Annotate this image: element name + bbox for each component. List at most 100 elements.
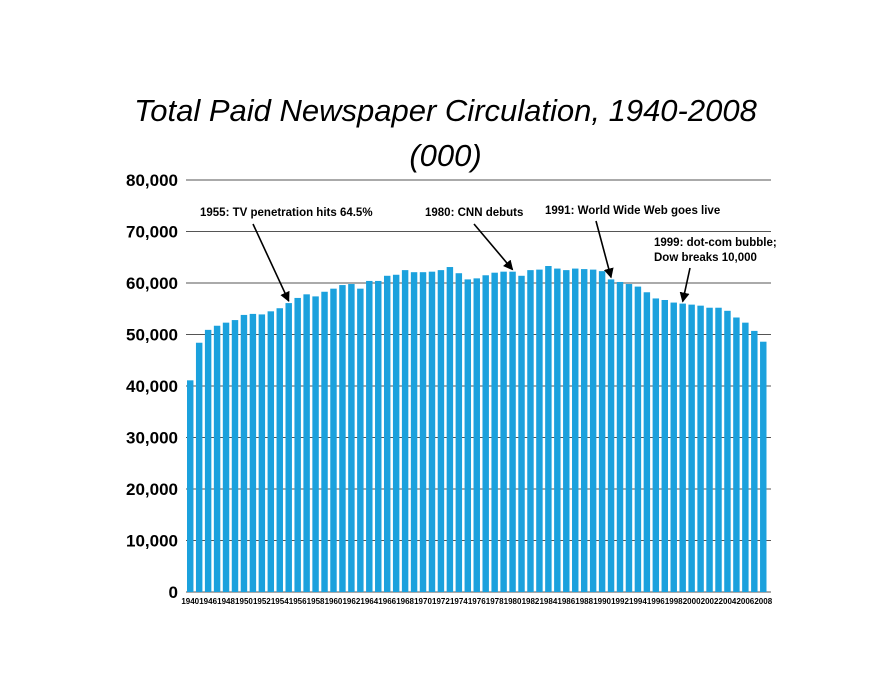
x-tick-label: 1982 bbox=[522, 597, 540, 606]
bar bbox=[598, 271, 606, 592]
x-tick-label: 1976 bbox=[468, 597, 486, 606]
y-tick-label: 10,000 bbox=[126, 532, 178, 551]
annotations: 1955: TV penetration hits 64.5% 1980: CNN… bbox=[200, 205, 777, 303]
annotation-arrow bbox=[679, 267, 691, 303]
bar bbox=[195, 342, 203, 592]
x-tick-label: 1986 bbox=[557, 597, 575, 606]
bar bbox=[366, 280, 373, 592]
x-axis: 1940 1946 1948 1950 1952 1954 1956 1958 1960 1962… bbox=[181, 597, 772, 606]
x-tick-label: 1988 bbox=[575, 597, 593, 606]
bar bbox=[616, 281, 624, 592]
x-tick-label: 1972 bbox=[432, 597, 450, 606]
bar bbox=[285, 303, 292, 592]
bar bbox=[249, 313, 257, 592]
bar bbox=[697, 305, 704, 592]
bar bbox=[563, 270, 570, 592]
y-tick-label: 30,000 bbox=[126, 429, 178, 448]
bar bbox=[751, 330, 758, 592]
chart-title-block: Total Paid Newspaper Circulation, 1940-2… bbox=[0, 88, 891, 178]
bar bbox=[231, 320, 239, 592]
x-tick-label: 1960 bbox=[325, 597, 343, 606]
bar bbox=[321, 291, 328, 592]
annotation-label: 1955: TV penetration hits 64.5% bbox=[200, 207, 373, 219]
x-tick-label: 1980 bbox=[504, 597, 522, 606]
bar bbox=[339, 285, 346, 592]
x-tick-label: 1954 bbox=[271, 597, 289, 606]
x-tick-label: 1984 bbox=[539, 597, 557, 606]
bar bbox=[276, 308, 283, 592]
x-tick-label: 1940 bbox=[181, 597, 199, 606]
x-tick-label: 2004 bbox=[719, 597, 737, 606]
bar bbox=[258, 314, 266, 592]
annotation-arrow bbox=[473, 223, 514, 271]
bar bbox=[760, 341, 767, 592]
y-tick-label: 20,000 bbox=[126, 480, 178, 499]
x-tick-label: 1998 bbox=[665, 597, 683, 606]
x-tick-label: 1950 bbox=[235, 597, 253, 606]
chart-title: Total Paid Newspaper Circulation, 1940-2… bbox=[134, 93, 757, 128]
bar bbox=[187, 380, 194, 592]
bar bbox=[348, 284, 355, 592]
bar bbox=[213, 325, 221, 592]
x-tick-label: 1970 bbox=[414, 597, 432, 606]
bar bbox=[240, 314, 248, 592]
bar bbox=[589, 269, 597, 592]
bar bbox=[357, 288, 364, 592]
x-tick-label: 2000 bbox=[683, 597, 701, 606]
bars bbox=[187, 266, 767, 592]
bar bbox=[204, 329, 212, 592]
x-tick-label: 1974 bbox=[450, 597, 468, 606]
bar bbox=[688, 304, 695, 592]
bar bbox=[500, 271, 507, 592]
bar bbox=[455, 273, 463, 592]
bar bbox=[401, 270, 409, 592]
x-tick-label: 1992 bbox=[611, 597, 629, 606]
bar bbox=[392, 274, 400, 592]
bar bbox=[554, 268, 561, 592]
x-tick-label: 1962 bbox=[342, 597, 360, 606]
bar bbox=[634, 286, 642, 592]
x-tick-label: 1966 bbox=[378, 597, 396, 606]
bar bbox=[294, 297, 301, 592]
annotation-arrow bbox=[252, 223, 290, 302]
bar bbox=[643, 292, 651, 592]
y-axis: 0 10,000 20,000 30,000 40,000 50,000 60,000 70,… bbox=[126, 171, 178, 602]
bar bbox=[312, 296, 319, 592]
x-tick-label: 2002 bbox=[701, 597, 719, 606]
annotation-label: 1991: World Wide Web goes live bbox=[545, 205, 720, 217]
y-tick-label: 70,000 bbox=[126, 223, 178, 242]
bar bbox=[715, 307, 722, 592]
y-tick-label: 60,000 bbox=[126, 274, 178, 293]
bar bbox=[383, 275, 391, 592]
bar bbox=[303, 294, 310, 592]
bar bbox=[428, 271, 436, 592]
bar bbox=[607, 279, 615, 592]
bar bbox=[491, 272, 498, 592]
bar bbox=[733, 317, 740, 592]
x-tick-label: 1964 bbox=[360, 597, 378, 606]
x-tick-label: 1978 bbox=[486, 597, 504, 606]
y-tick-label: 80,000 bbox=[126, 171, 178, 190]
y-tick-label: 40,000 bbox=[126, 377, 178, 396]
annotation-label: 1999: dot-com bubble; Dow breaks 10,000 bbox=[654, 237, 777, 264]
bar bbox=[580, 269, 588, 592]
bar bbox=[536, 269, 543, 592]
bar bbox=[670, 302, 677, 592]
bar bbox=[518, 275, 525, 592]
bar bbox=[222, 322, 230, 592]
annotation-arrow bbox=[595, 220, 614, 279]
bar bbox=[706, 307, 713, 592]
bar bbox=[661, 299, 669, 592]
bar bbox=[509, 271, 516, 592]
annotation-label: 1980: CNN debuts bbox=[425, 207, 523, 219]
x-tick-label: 2008 bbox=[754, 597, 772, 606]
bar bbox=[545, 266, 552, 592]
bar bbox=[330, 288, 337, 592]
bar bbox=[446, 267, 454, 592]
bar bbox=[419, 272, 427, 592]
bar bbox=[464, 279, 472, 592]
bar bbox=[267, 311, 275, 592]
x-tick-label: 1946 bbox=[199, 597, 217, 606]
x-tick-label: 1996 bbox=[647, 597, 665, 606]
